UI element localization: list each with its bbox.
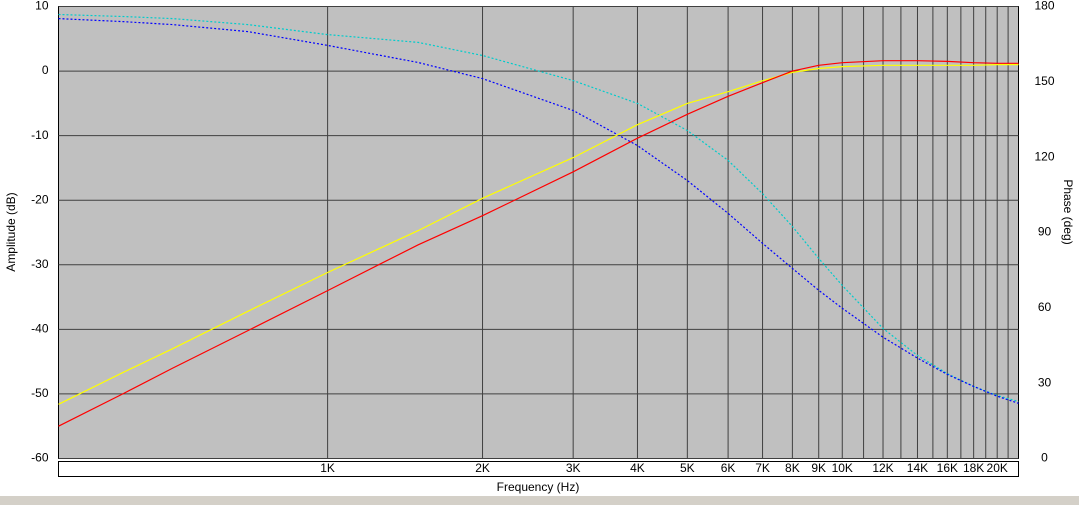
y-tick-label: -50 bbox=[31, 386, 49, 400]
x-tick-label: 5K bbox=[680, 461, 695, 475]
y2-tick-label: 180 bbox=[1034, 0, 1054, 13]
y-tick-label: -20 bbox=[31, 192, 49, 206]
x-tick-label: 6K bbox=[721, 461, 736, 475]
x-tick-label: 2K bbox=[475, 461, 490, 475]
y2-tick-label: 150 bbox=[1034, 74, 1054, 88]
y-tick-label: -60 bbox=[31, 451, 49, 465]
x-tick-label: 20K bbox=[987, 461, 1008, 475]
series-line bbox=[58, 60, 1019, 427]
x-tick-label: 12K bbox=[872, 461, 893, 475]
y-tick-label: 10 bbox=[35, 0, 49, 13]
plot-area bbox=[58, 6, 1019, 459]
y-tick-label: 0 bbox=[42, 63, 49, 77]
y2-tick-label: 90 bbox=[1038, 225, 1052, 239]
y2-tick-label: 120 bbox=[1034, 149, 1054, 163]
y2-tick-label: 0 bbox=[1041, 451, 1048, 465]
x-tick-label: 18K bbox=[963, 461, 984, 475]
x-tick-label: 3K bbox=[566, 461, 581, 475]
y2-axis-label: Phase (deg) bbox=[1061, 179, 1075, 244]
y2-tick-label: 30 bbox=[1038, 375, 1052, 389]
scroll-strip bbox=[0, 496, 1079, 505]
x-tick-label: 1K bbox=[320, 461, 335, 475]
series-line bbox=[58, 13, 1019, 403]
y-axis-label: Amplitude (dB) bbox=[4, 192, 18, 271]
x-tick-label: 9K bbox=[811, 461, 826, 475]
x-tick-label: 7K bbox=[755, 461, 770, 475]
y-tick-label: -30 bbox=[31, 257, 49, 271]
x-tick-label: 8K bbox=[785, 461, 800, 475]
series-line bbox=[58, 63, 1019, 405]
y-tick-label: -10 bbox=[31, 128, 49, 142]
x-tick-label: 14K bbox=[907, 461, 928, 475]
x-label-strip bbox=[58, 461, 1019, 477]
series-line bbox=[58, 18, 1019, 404]
y-tick-label: -40 bbox=[31, 322, 49, 336]
x-tick-label: 4K bbox=[630, 461, 645, 475]
x-tick-label: 16K bbox=[937, 461, 958, 475]
x-axis-label: Frequency (Hz) bbox=[497, 480, 580, 494]
x-tick-label: 10K bbox=[832, 461, 853, 475]
y2-tick-label: 60 bbox=[1038, 300, 1052, 314]
